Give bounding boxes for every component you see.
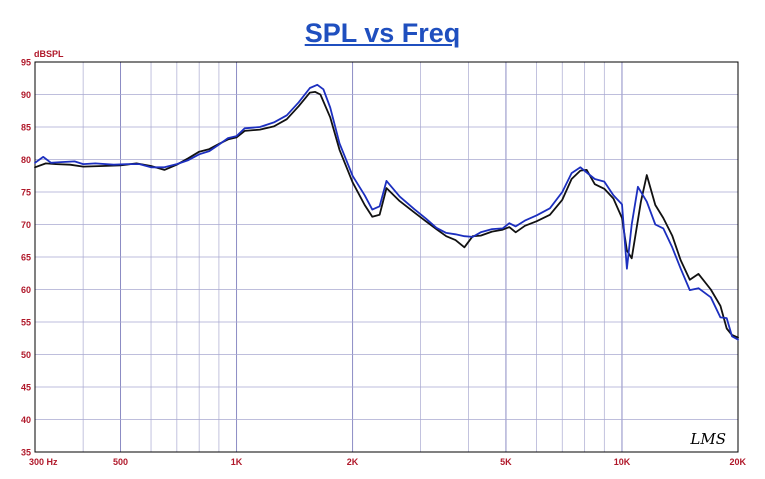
plot-frame xyxy=(34,61,739,453)
x-tick-label: 20K xyxy=(729,457,746,467)
y-tick-label: 80 xyxy=(21,155,31,165)
y-tick-label: 55 xyxy=(21,318,31,328)
series-line-2 xyxy=(34,83,739,341)
y-tick-label: 70 xyxy=(21,220,31,230)
y-tick-label: 45 xyxy=(21,383,31,393)
y-tick-label: 35 xyxy=(21,448,31,458)
y-tick-label: 95 xyxy=(21,58,31,68)
y-tick-label: 85 xyxy=(21,123,31,133)
x-tick-label: 5K xyxy=(500,457,512,467)
y-tick-label: 50 xyxy=(21,350,31,360)
y-tick-label: 65 xyxy=(21,253,31,263)
y-gridlines xyxy=(35,94,738,420)
x-tick-label: 300 Hz xyxy=(29,457,58,467)
series-layer xyxy=(34,83,739,341)
x-tick-labels: 300 Hz 500 1K 2K 5K 10K 20K xyxy=(29,457,746,467)
series-line-1 xyxy=(34,91,739,339)
x-tick-label: 500 xyxy=(113,457,128,467)
y-axis-unit-label: dBSPL xyxy=(34,49,64,59)
y-tick-label: 40 xyxy=(21,415,31,425)
y-tick-labels: 95 90 85 80 75 70 65 60 55 50 45 40 35 xyxy=(21,58,31,458)
y-tick-label: 60 xyxy=(21,285,31,295)
x-tick-label: 1K xyxy=(231,457,243,467)
chart-title: SPL vs Freq xyxy=(304,18,461,48)
x-tick-label: 2K xyxy=(347,457,359,467)
x-tick-label: 10K xyxy=(614,457,631,467)
y-tick-label: 75 xyxy=(21,188,31,198)
y-tick-label: 90 xyxy=(21,90,31,100)
lms-logo: LMS xyxy=(689,430,726,448)
